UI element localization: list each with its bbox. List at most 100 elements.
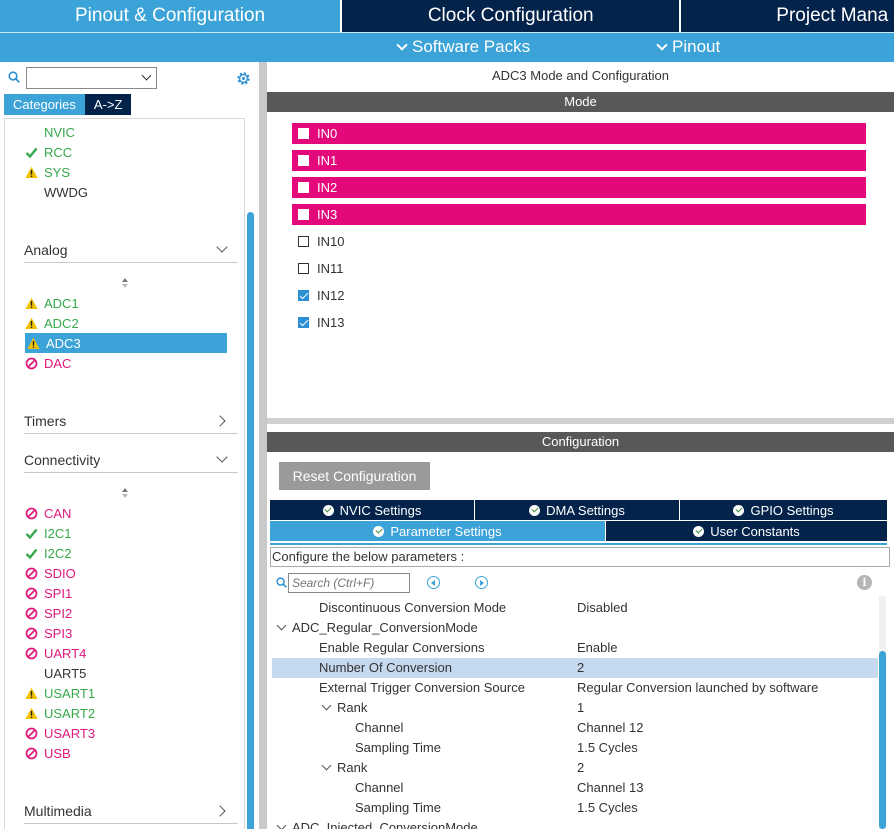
parameter-value[interactable]: Enable — [577, 640, 618, 655]
parameter-value[interactable]: 2 — [577, 660, 585, 675]
peripheral-item-usart3[interactable]: USART3 — [25, 723, 95, 743]
search-combobox[interactable] — [26, 67, 157, 89]
section-splitter[interactable] — [267, 418, 894, 424]
peripheral-item-spi1[interactable]: SPI1 — [25, 583, 72, 603]
tab-gpio-settings[interactable]: GPIO Settings — [680, 500, 887, 520]
peripheral-item-i2c2[interactable]: I2C2 — [25, 543, 71, 563]
disabled-icon — [25, 607, 38, 619]
parameter-value[interactable]: Disabled — [577, 600, 628, 615]
parameter-value[interactable]: 1 — [577, 700, 585, 715]
tab-parameter-settings[interactable]: Parameter Settings — [270, 521, 605, 541]
peripheral-item-nvic[interactable]: NVIC — [25, 122, 75, 142]
parameter-row[interactable]: Sampling Time 1.5 Cycles — [272, 798, 878, 818]
parameter-name: Rank — [337, 760, 368, 775]
checkbox[interactable] — [298, 209, 309, 220]
parameter-row[interactable]: Rank 2 — [272, 758, 878, 778]
info-icon[interactable]: i — [857, 575, 872, 590]
peripheral-item-usb[interactable]: USB — [25, 743, 71, 763]
checkbox[interactable] — [298, 128, 309, 139]
peripheral-item-wwdg[interactable]: WWDG — [25, 182, 88, 202]
parameter-search-input[interactable] — [288, 573, 410, 593]
parameter-row[interactable]: Discontinuous Conversion Mode Disabled — [272, 598, 878, 618]
parameter-row[interactable]: Rank 1 — [272, 698, 878, 718]
parameter-value[interactable]: Regular Conversion launched by software — [577, 680, 819, 695]
checkbox[interactable] — [298, 263, 309, 274]
parameter-value[interactable]: 2 — [577, 760, 585, 775]
chevron-down-icon[interactable] — [276, 620, 287, 631]
mode-input-in12[interactable]: IN12 — [292, 285, 866, 306]
parameter-row[interactable]: ADC_Injected_ConversionMode — [272, 818, 878, 829]
pinout-menu[interactable]: Pinout — [656, 37, 720, 57]
peripheral-item-sdio[interactable]: SDIO — [25, 563, 76, 583]
tab-nvic-settings[interactable]: NVIC Settings — [270, 500, 474, 520]
parameter-value[interactable]: Channel 13 — [577, 780, 644, 795]
parameter-row[interactable]: Sampling Time 1.5 Cycles — [272, 738, 878, 758]
checkbox[interactable] — [298, 290, 309, 301]
tab-user-constants[interactable]: User Constants — [606, 521, 887, 541]
group-timers[interactable]: Timers — [24, 408, 238, 434]
group-multimedia[interactable]: Multimedia — [24, 798, 238, 824]
mode-input-in3[interactable]: IN3 — [292, 204, 866, 225]
tab-project-manager[interactable]: Project Mana — [681, 0, 894, 32]
mode-input-in0[interactable]: IN0 — [292, 123, 866, 144]
chevron-down-icon[interactable] — [321, 700, 332, 711]
mode-input-in11[interactable]: IN11 — [292, 258, 866, 279]
reset-configuration-button[interactable]: Reset Configuration — [279, 462, 430, 490]
group-analog[interactable]: Analog — [24, 237, 238, 263]
peripheral-item-uart4[interactable]: UART4 — [25, 643, 86, 663]
gear-icon[interactable] — [235, 70, 252, 87]
mode-input-in2[interactable]: IN2 — [292, 177, 866, 198]
parameter-scrollbar[interactable] — [879, 651, 886, 829]
group-connectivity[interactable]: Connectivity — [24, 447, 238, 473]
parameter-row[interactable]: Channel Channel 13 — [272, 778, 878, 798]
checkbox[interactable] — [298, 155, 309, 166]
checkbox[interactable] — [298, 236, 309, 247]
peripheral-item-uart5[interactable]: UART5 — [25, 663, 86, 683]
left-scrollbar[interactable] — [247, 212, 254, 829]
peripheral-item-adc1[interactable]: ADC1 — [25, 293, 79, 313]
peripheral-item-can[interactable]: CAN — [25, 503, 71, 523]
search-previous-icon[interactable] — [427, 576, 440, 589]
sort-icon[interactable] — [121, 487, 129, 499]
tab-dma-settings[interactable]: DMA Settings — [475, 500, 679, 520]
peripheral-item-spi3[interactable]: SPI3 — [25, 623, 72, 643]
parameter-row[interactable]: Channel Channel 12 — [272, 718, 878, 738]
tab-pinout-configuration[interactable]: Pinout & Configuration — [0, 0, 341, 32]
mode-input-in1[interactable]: IN1 — [292, 150, 866, 171]
software-packs-menu[interactable]: Software Packs — [396, 37, 530, 57]
peripheral-item-rcc[interactable]: RCC — [25, 142, 72, 162]
parameter-row[interactable]: Enable Regular Conversions Enable — [272, 638, 878, 658]
peripheral-item-spi2[interactable]: SPI2 — [25, 603, 72, 623]
disabled-icon — [25, 567, 38, 579]
parameter-row[interactable]: Number Of Conversion 2 — [272, 658, 878, 678]
peripheral-item-sys[interactable]: SYS — [25, 162, 70, 182]
checkbox[interactable] — [298, 182, 309, 193]
parameter-value[interactable]: 1.5 Cycles — [577, 800, 638, 815]
mode-input-in10[interactable]: IN10 — [292, 231, 866, 252]
status-icon — [25, 627, 38, 640]
panel-splitter[interactable] — [259, 62, 267, 829]
peripheral-label: WWDG — [44, 184, 89, 200]
tab-categories[interactable]: Categories — [4, 94, 85, 115]
chevron-down-icon[interactable] — [321, 760, 332, 771]
peripheral-item-usart1[interactable]: USART1 — [25, 683, 95, 703]
parameter-value[interactable]: 1.5 Cycles — [577, 740, 638, 755]
peripheral-label: DAC — [44, 355, 72, 371]
chevron-down-icon[interactable] — [276, 820, 287, 829]
parameter-row[interactable]: ADC_Regular_ConversionMode — [272, 618, 878, 638]
search-next-icon[interactable] — [475, 576, 488, 589]
sort-icon[interactable] — [121, 277, 129, 289]
peripheral-item-adc3[interactable]: ADC3 — [25, 333, 227, 353]
parameter-value[interactable]: Channel 12 — [577, 720, 644, 735]
tab-a-to-z[interactable]: A->Z — [84, 94, 132, 115]
mode-input-in13[interactable]: IN13 — [292, 312, 866, 333]
checkbox[interactable] — [298, 317, 309, 328]
peripheral-item-i2c1[interactable]: I2C1 — [25, 523, 71, 543]
peripheral-item-usart2[interactable]: USART2 — [25, 703, 95, 723]
mode-header: Mode — [267, 92, 894, 112]
parameter-row[interactable]: External Trigger Conversion Source Regula… — [272, 678, 878, 698]
peripheral-item-dac[interactable]: DAC — [25, 353, 71, 373]
disabled-icon — [25, 727, 38, 739]
peripheral-item-adc2[interactable]: ADC2 — [25, 313, 79, 333]
tab-clock-configuration[interactable]: Clock Configuration — [342, 0, 680, 32]
